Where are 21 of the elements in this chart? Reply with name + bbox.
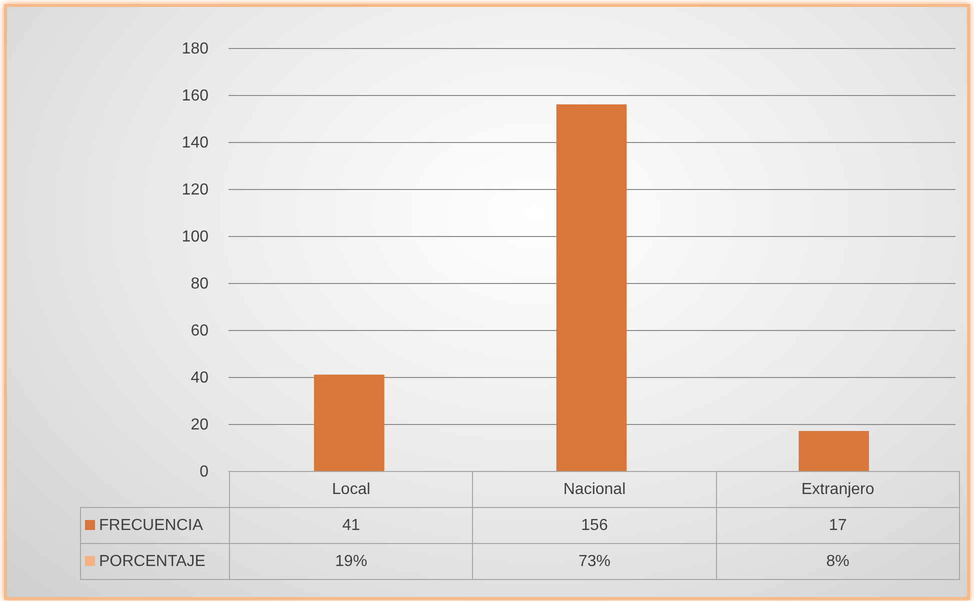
y-tick-label: 0 [200,464,209,480]
data-label: 17 [716,508,960,544]
text: 8% [826,552,850,570]
y-tick-label: 140 [182,134,209,152]
y-tick-label: 40 [190,370,209,386]
text: 73% [578,552,610,570]
y-tick-label: 60 [190,322,209,340]
x-tick-label: Nacional [472,472,716,508]
y-tick-label: 160 [182,88,209,104]
y-tick-label: 100 [182,228,209,246]
y-tick-label: 20 [190,416,209,434]
text: 19% [335,552,368,570]
data-label: 156 [472,508,716,544]
data-label: 41 [230,508,473,544]
y-tick-label: 120 [182,182,209,198]
y-tick-label: 80 [190,276,209,292]
legend-label: PORCENTAJE [80,544,230,580]
y-tick-label: 180 [182,40,209,58]
x-tick-label: Local [230,472,473,508]
legend-label: FRECUENCIA [80,508,230,544]
x-tick-label: Extranjero [716,472,960,508]
